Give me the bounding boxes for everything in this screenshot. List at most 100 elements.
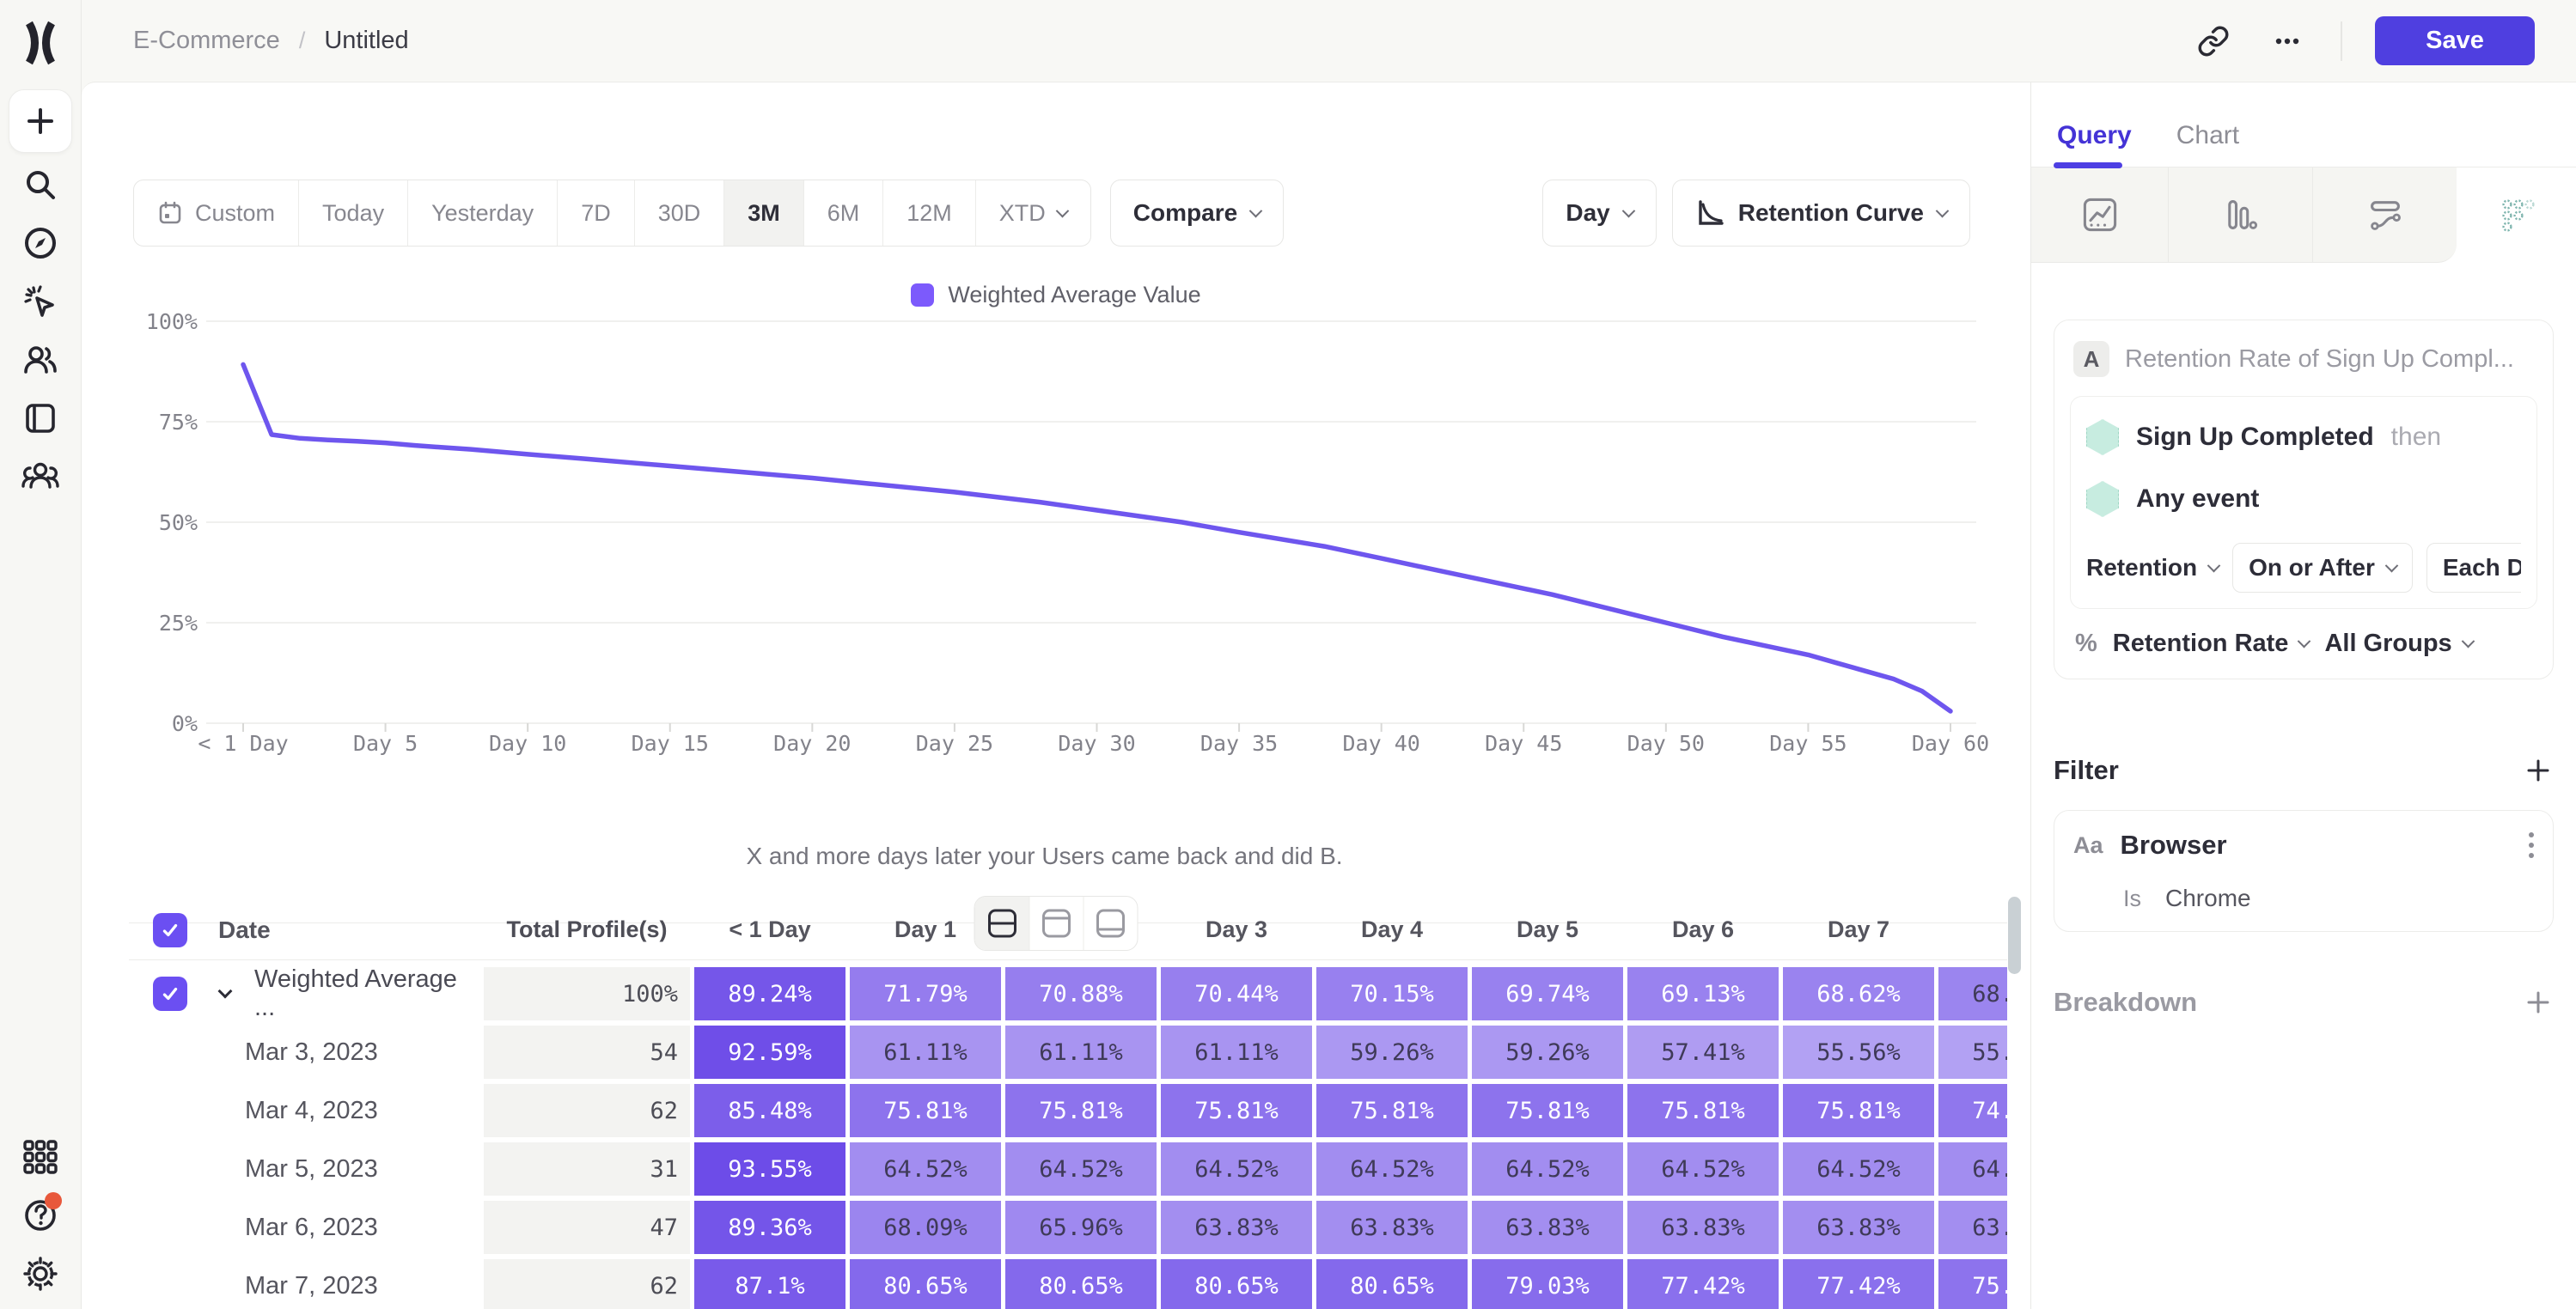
- chart-type-line[interactable]: [2031, 167, 2169, 263]
- range-yesterday[interactable]: Yesterday: [407, 180, 557, 246]
- retention-cell[interactable]: 63.83%: [1161, 1201, 1312, 1254]
- retention-cell[interactable]: 63.83%: [1938, 1201, 2007, 1254]
- expand-row-chevron-icon[interactable]: [217, 983, 233, 999]
- explore-nav-button[interactable]: [21, 223, 60, 263]
- retention-cell[interactable]: 70.15%: [1316, 967, 1468, 1020]
- retention-cell[interactable]: 75.81%: [1161, 1084, 1312, 1137]
- granularity-dropdown[interactable]: Day: [1542, 180, 1657, 247]
- retention-mode-dropdown[interactable]: Retention: [2086, 554, 2221, 581]
- retention-cell[interactable]: 69.74%: [1472, 967, 1623, 1020]
- retention-cell[interactable]: 65.96%: [1005, 1201, 1157, 1254]
- retention-cell[interactable]: 59.26%: [1316, 1026, 1468, 1079]
- retention-cell[interactable]: 75.81%: [1938, 1259, 2007, 1309]
- retention-cell[interactable]: 64.52%: [850, 1142, 1001, 1196]
- save-button[interactable]: Save: [2375, 16, 2535, 65]
- interval-dropdown[interactable]: Each Day: [2426, 543, 2521, 593]
- retention-cell[interactable]: 68.14%: [1938, 967, 2007, 1020]
- retention-cell[interactable]: 55.56%: [1938, 1026, 2007, 1079]
- compare-button[interactable]: Compare: [1109, 180, 1285, 247]
- range-3m-selected[interactable]: 3M: [723, 180, 803, 246]
- retention-cell[interactable]: 68.62%: [1783, 967, 1934, 1020]
- retention-cell[interactable]: 70.88%: [1005, 967, 1157, 1020]
- events-nav-button[interactable]: [21, 282, 60, 321]
- breadcrumb-workspace[interactable]: E-Commerce: [133, 27, 280, 54]
- range-xtd-dropdown[interactable]: XTD: [974, 180, 1090, 246]
- layout-chart-only-button[interactable]: [1029, 897, 1084, 950]
- filter-operator[interactable]: Is: [2123, 885, 2142, 911]
- retention-cell[interactable]: 80.65%: [1316, 1259, 1468, 1309]
- retention-cell[interactable]: 61.11%: [850, 1026, 1001, 1079]
- retention-cell[interactable]: 75.81%: [1316, 1084, 1468, 1137]
- retention-cell[interactable]: 79.03%: [1472, 1259, 1623, 1309]
- retention-cell[interactable]: 61.11%: [1005, 1026, 1157, 1079]
- retention-cell[interactable]: 68.09%: [850, 1201, 1001, 1254]
- retention-cell[interactable]: 64.52%: [1783, 1142, 1934, 1196]
- layout-split-button[interactable]: [974, 897, 1029, 950]
- range-custom[interactable]: Custom: [134, 180, 298, 246]
- more-options-button[interactable]: [2267, 21, 2308, 62]
- retention-cell[interactable]: 89.36%: [694, 1201, 845, 1254]
- range-today[interactable]: Today: [298, 180, 407, 246]
- query-title[interactable]: Retention Rate of Sign Up Compl...: [2125, 344, 2514, 373]
- retention-cell[interactable]: 71.79%: [850, 967, 1001, 1020]
- help-button[interactable]: [21, 1192, 62, 1235]
- filter-card[interactable]: Aa Browser Is Chrome: [2054, 810, 2554, 932]
- chart-type-retention-selected[interactable]: [2457, 167, 2576, 263]
- measure-dropdown[interactable]: Retention Rate: [2113, 630, 2311, 658]
- first-event-row[interactable]: Sign Up Completed then: [2086, 412, 2521, 462]
- chart-style-dropdown[interactable]: Retention Curve: [1671, 180, 1970, 247]
- add-filter-button[interactable]: [2523, 755, 2554, 786]
- retention-cell[interactable]: 77.42%: [1627, 1259, 1779, 1309]
- retention-cell[interactable]: 93.55%: [694, 1142, 845, 1196]
- breadcrumb-page-title[interactable]: Untitled: [324, 27, 409, 54]
- groups-dropdown[interactable]: All Groups: [2324, 630, 2475, 658]
- filter-property[interactable]: Browser: [2120, 830, 2227, 860]
- filter-kebab-menu[interactable]: [2529, 832, 2534, 858]
- retention-cell[interactable]: 57.41%: [1627, 1026, 1779, 1079]
- retention-cell[interactable]: 64.52%: [1161, 1142, 1312, 1196]
- chart-type-flow[interactable]: [2313, 167, 2457, 263]
- apps-nav-button[interactable]: [21, 1137, 60, 1177]
- retention-cell[interactable]: 64.52%: [1005, 1142, 1157, 1196]
- retention-cell[interactable]: 63.83%: [1316, 1201, 1468, 1254]
- retention-cell[interactable]: 61.11%: [1161, 1026, 1312, 1079]
- reports-nav-button[interactable]: [21, 399, 60, 438]
- select-all-checkbox[interactable]: [153, 912, 187, 947]
- retention-cell[interactable]: 64.52%: [1938, 1142, 2007, 1196]
- retention-cell[interactable]: 69.13%: [1627, 967, 1779, 1020]
- retention-cell[interactable]: 70.44%: [1161, 967, 1312, 1020]
- condition-dropdown[interactable]: On or After: [2232, 543, 2413, 593]
- retention-cell[interactable]: 75.81%: [1783, 1084, 1934, 1137]
- retention-cell[interactable]: 80.65%: [850, 1259, 1001, 1309]
- retention-cell[interactable]: 92.59%: [694, 1026, 845, 1079]
- retention-cell[interactable]: 63.83%: [1627, 1201, 1779, 1254]
- row-checkbox[interactable]: [153, 977, 187, 1011]
- range-6m[interactable]: 6M: [803, 180, 883, 246]
- retention-cell[interactable]: 75.81%: [850, 1084, 1001, 1137]
- retention-cell[interactable]: 63.83%: [1783, 1201, 1934, 1254]
- retention-cell[interactable]: 77.42%: [1783, 1259, 1934, 1309]
- range-30d[interactable]: 30D: [633, 180, 724, 246]
- search-nav-button[interactable]: [21, 165, 60, 204]
- retention-cell[interactable]: 80.65%: [1005, 1259, 1157, 1309]
- add-breakdown-button[interactable]: [2523, 987, 2554, 1018]
- filter-value[interactable]: Chrome: [2165, 885, 2251, 911]
- layout-table-only-button[interactable]: [1083, 897, 1138, 950]
- retention-cell[interactable]: 75.81%: [1472, 1084, 1623, 1137]
- tab-query[interactable]: Query: [2054, 105, 2132, 168]
- retention-cell[interactable]: 64.52%: [1472, 1142, 1623, 1196]
- retention-cell[interactable]: 87.1%: [694, 1259, 845, 1309]
- tab-chart[interactable]: Chart: [2176, 121, 2240, 149]
- retention-cell[interactable]: 75.81%: [1005, 1084, 1157, 1137]
- retention-cell[interactable]: 74.19%: [1938, 1084, 2007, 1137]
- settings-button[interactable]: [21, 1254, 60, 1294]
- profiles-nav-button[interactable]: [21, 340, 60, 380]
- retention-cell[interactable]: 64.52%: [1316, 1142, 1468, 1196]
- share-link-button[interactable]: [2193, 21, 2234, 62]
- return-event-row[interactable]: Any event: [2086, 474, 2521, 524]
- retention-cell[interactable]: 59.26%: [1472, 1026, 1623, 1079]
- retention-cell[interactable]: 89.24%: [694, 967, 845, 1020]
- retention-cell[interactable]: 55.56%: [1783, 1026, 1934, 1079]
- retention-cell[interactable]: 85.48%: [694, 1084, 845, 1137]
- retention-cell[interactable]: 75.81%: [1627, 1084, 1779, 1137]
